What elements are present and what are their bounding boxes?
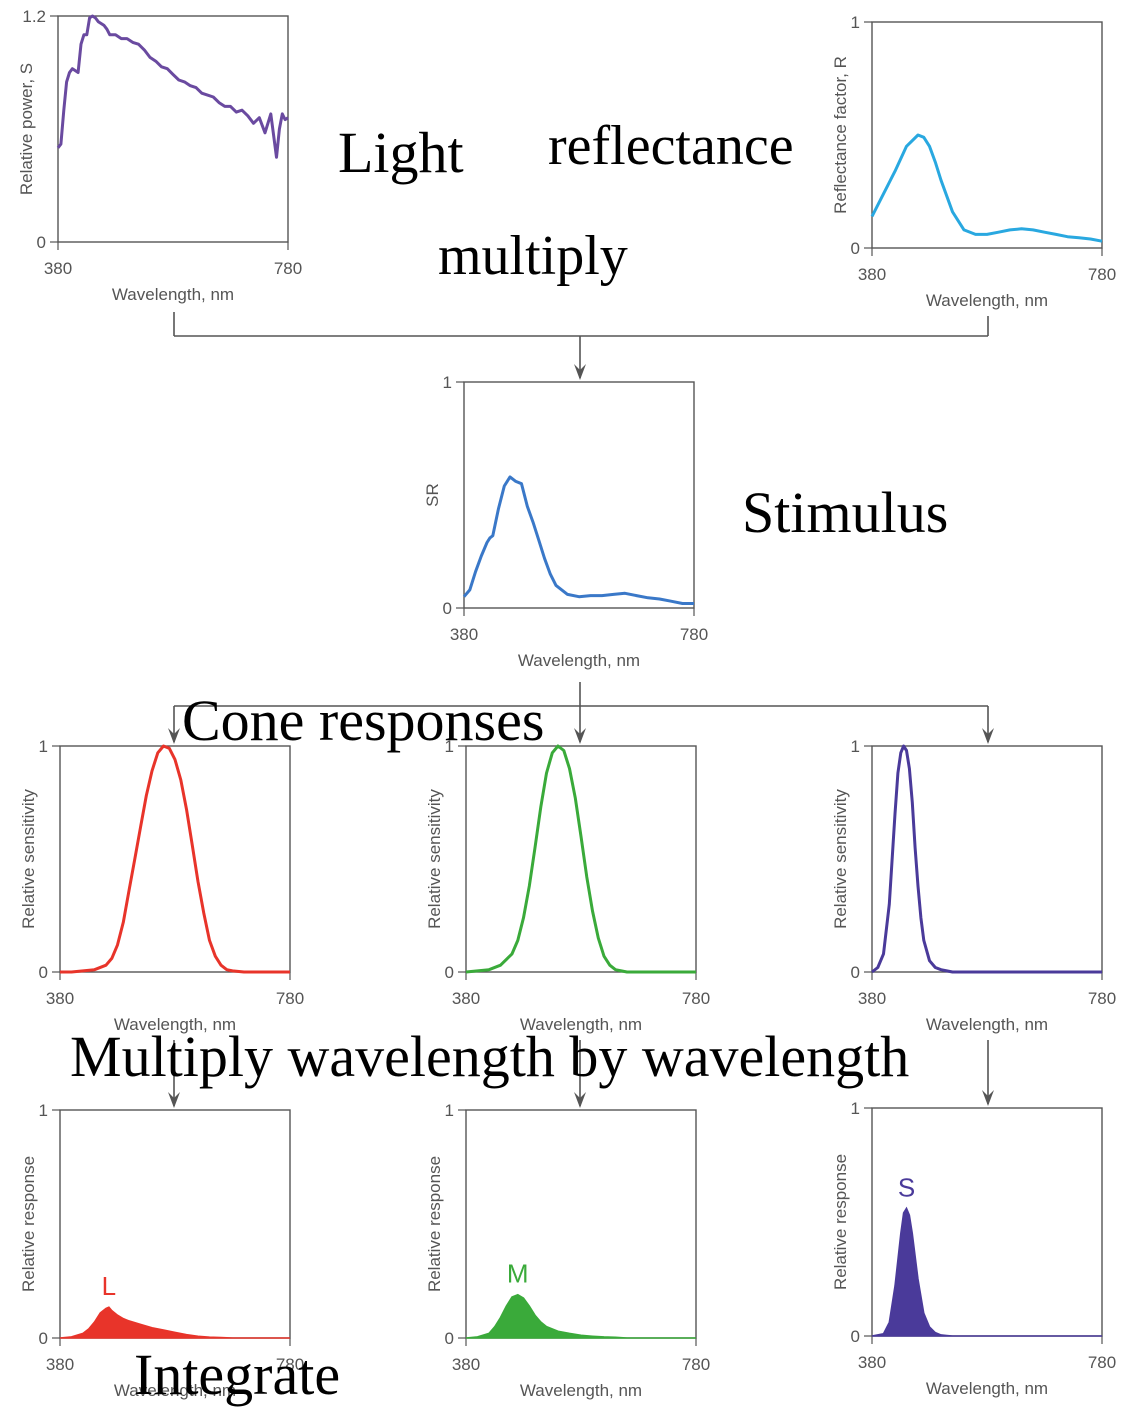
label-multiply-wavelength: Multiply wavelength by wavelength — [70, 1024, 910, 1089]
x-axis-label: Wavelength, nm — [112, 285, 234, 304]
series-line-cone-L — [60, 744, 290, 974]
x-tick-label-max: 780 — [274, 259, 302, 278]
label-multiply: multiply — [438, 225, 628, 287]
x-tick-label-max: 780 — [1088, 265, 1116, 284]
x-tick-label-min: 380 — [46, 1355, 74, 1374]
x-tick-label-max: 780 — [1088, 1353, 1116, 1372]
label-light: Light — [338, 120, 464, 185]
arrow-to-response-L — [168, 1092, 180, 1108]
y-tick-label-max: 1 — [851, 737, 860, 756]
plot-frame — [59, 1109, 291, 1339]
series-line-cone-M — [465, 744, 696, 974]
plot-frame — [59, 745, 291, 973]
arrow-to-response-S — [982, 1090, 994, 1106]
y-tick-label-max: 1 — [445, 737, 454, 756]
y-tick-label-min: 0 — [851, 239, 860, 258]
series-annotation-response-M: M — [507, 1259, 529, 1289]
y-axis-label: SR — [423, 483, 442, 507]
x-tick-label-min: 380 — [858, 265, 886, 284]
y-tick-label-min: 0 — [443, 599, 452, 618]
y-axis-label: Relative sensitivity — [19, 789, 38, 929]
x-tick-label-max: 780 — [682, 989, 710, 1008]
y-tick-label-max: 1.2 — [22, 7, 46, 26]
x-tick-label-min: 380 — [452, 989, 480, 1008]
x-axis-label: Wavelength, nm — [926, 1379, 1048, 1398]
y-axis-label: Relative sensitivity — [831, 789, 850, 929]
plot-frame — [465, 1109, 697, 1339]
y-tick-label-max: 1 — [443, 373, 452, 392]
y-tick-label-min: 0 — [39, 1329, 48, 1348]
y-tick-label-max: 1 — [39, 1101, 48, 1120]
x-tick-label-min: 380 — [452, 1355, 480, 1374]
x-axis-label: Wavelength, nm — [926, 291, 1048, 310]
label-integrate: Integrate — [134, 1342, 341, 1407]
y-tick-label-min: 0 — [445, 1329, 454, 1348]
arrow-to-response-M — [574, 1092, 586, 1108]
series-line-reflectance — [870, 133, 1103, 243]
arrow-to-cone-L — [168, 728, 180, 744]
chart-cone-M: 1 0 380 780 Wavelength, nm Relative sensitivi… — [425, 737, 710, 1034]
x-axis-label: Wavelength, nm — [926, 1015, 1048, 1034]
x-axis-label: Wavelength, nm — [520, 1381, 642, 1400]
label-reflectance: reflectance — [548, 115, 794, 177]
chart-cone-L: 1 0 380 780 Wavelength, nm Relative sensitivi… — [19, 737, 304, 1034]
x-axis-label: Wavelength, nm — [114, 1381, 236, 1400]
x-tick-label-max: 780 — [1088, 989, 1116, 1008]
chart-light: 1.2 0 380 780 Wavelength, nm Relative power, … — [17, 7, 302, 304]
plot-frame — [463, 381, 695, 609]
y-axis-label: Relative sensitivity — [425, 789, 444, 929]
plot-frame — [465, 745, 697, 973]
arrow-to-cone-M — [574, 728, 586, 744]
y-tick-label-max: 1 — [39, 737, 48, 756]
y-tick-label-max: 1 — [851, 1099, 860, 1118]
x-tick-label-min: 380 — [858, 1353, 886, 1372]
chart-response-L: 1 0 380 780 Wavelength, nm Relative response L — [19, 1101, 304, 1400]
series-area-response-M — [465, 1293, 696, 1339]
label-cone-responses: Cone responses — [182, 688, 545, 753]
y-tick-label-min: 0 — [37, 233, 46, 252]
chart-cone-S: 1 0 380 780 Wavelength, nm Relative sensitivi… — [831, 737, 1116, 1034]
y-tick-label-min: 0 — [445, 963, 454, 982]
y-tick-label-max: 1 — [445, 1101, 454, 1120]
series-line-stimulus — [462, 475, 694, 605]
chart-response-S: 1 0 380 780 Wavelength, nm Relative response S — [831, 1099, 1116, 1398]
x-tick-label-max: 780 — [680, 625, 708, 644]
series-annotation-response-L: L — [102, 1271, 116, 1301]
series-line-light — [56, 14, 289, 159]
series-area-response-L — [59, 1306, 290, 1339]
chart-stimulus: 1 0 380 780 Wavelength, nm SR — [423, 373, 708, 670]
x-tick-label-min: 380 — [46, 989, 74, 1008]
y-tick-label-min: 0 — [851, 963, 860, 982]
label-stimulus: Stimulus — [742, 480, 949, 545]
x-tick-label-max: 780 — [276, 1355, 304, 1374]
y-axis-label: Relative response — [425, 1156, 444, 1292]
y-tick-label-min: 0 — [39, 963, 48, 982]
x-axis-label: Wavelength, nm — [114, 1015, 236, 1034]
series-annotation-response-S: S — [898, 1172, 915, 1202]
x-axis-label: Wavelength, nm — [518, 651, 640, 670]
y-axis-label: Relative response — [19, 1156, 38, 1292]
plot-frame — [871, 745, 1103, 973]
y-axis-label: Relative power, S — [17, 63, 36, 195]
x-axis-label: Wavelength, nm — [520, 1015, 642, 1034]
y-tick-label-min: 0 — [851, 1327, 860, 1346]
x-tick-label-max: 780 — [276, 989, 304, 1008]
series-area-response-S — [871, 1206, 1102, 1337]
x-tick-label-max: 780 — [682, 1355, 710, 1374]
plot-frame — [57, 15, 289, 243]
x-tick-label-min: 380 — [858, 989, 886, 1008]
arrow-to-stimulus — [574, 364, 586, 380]
plot-frame — [871, 21, 1103, 249]
arrow-to-cone-S — [982, 728, 994, 744]
x-tick-label-min: 380 — [450, 625, 478, 644]
y-axis-label: Reflectance factor, R — [831, 56, 850, 214]
y-axis-label: Relative response — [831, 1154, 850, 1290]
chart-reflectance: 1 0 380 780 Wavelength, nm Reflectance factor… — [831, 13, 1116, 310]
series-line-cone-S — [871, 744, 1102, 974]
x-tick-label-min: 380 — [44, 259, 72, 278]
chart-response-M: 1 0 380 780 Wavelength, nm Relative response M — [425, 1101, 710, 1400]
y-tick-label-max: 1 — [851, 13, 860, 32]
